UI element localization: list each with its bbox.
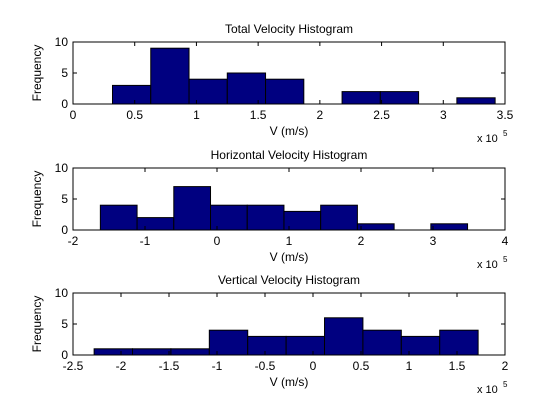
histogram-bar — [320, 204, 358, 231]
x-tick-label: 2 — [502, 359, 509, 373]
x-multiplier-label: x 10 — [477, 384, 498, 396]
x-tick-label: -1 — [212, 359, 223, 373]
histogram-bar — [247, 335, 287, 356]
histogram-bar — [210, 204, 248, 231]
x-multiplier-label: x 10 — [477, 133, 498, 145]
histogram-bar — [188, 78, 228, 105]
chart-title: Vertical Velocity Histogram — [218, 273, 360, 287]
histogram-bar — [456, 97, 496, 105]
x-tick-label: 1.5 — [449, 359, 466, 373]
x-tick-label: 4 — [502, 234, 509, 248]
x-tick-label: -1.5 — [159, 359, 180, 373]
y-tick-label: 10 — [55, 286, 69, 300]
chart-panel-2: -2 -1 0 1 2 3 4 0 5 10 Horizontal Velocity Histogr… — [30, 148, 509, 271]
x-tick-label: -0.5 — [255, 359, 276, 373]
x-tick-label: 0.5 — [126, 108, 143, 122]
chart-panel-3: -2.5 -2 -1.5 -1 -0.5 0 0.5 1 1.5 2 0 5 10 Vertical Ve… — [30, 273, 509, 396]
histogram-bar — [379, 91, 420, 105]
histogram-bar — [226, 72, 267, 105]
chart-title: Total Velocity Histogram — [225, 22, 353, 36]
histogram-bar — [173, 186, 212, 231]
histogram-bar — [362, 329, 402, 356]
y-axis-label: Frequency — [30, 45, 44, 102]
x-tick-label: 0 — [70, 108, 77, 122]
x-exponent-label: 5 — [503, 380, 508, 389]
x-tick-label: 1 — [406, 359, 413, 373]
x-axis-label: V (m/s) — [270, 375, 309, 389]
histogram-bar — [99, 204, 138, 231]
x-tick-label: 2 — [358, 234, 365, 248]
y-tick-label: 0 — [61, 97, 68, 111]
x-tick-label: 3 — [440, 108, 447, 122]
histogram-bar — [356, 223, 395, 231]
x-tick-label: 1 — [193, 108, 200, 122]
y-tick-label: 5 — [61, 66, 68, 80]
histogram-bar — [285, 335, 326, 356]
x-axis-label: V (m/s) — [270, 124, 309, 138]
x-tick-label: -2 — [68, 234, 79, 248]
x-tick-label: -2 — [116, 359, 127, 373]
x-tick-label: 3.5 — [497, 108, 514, 122]
y-tick-label: 5 — [61, 192, 68, 206]
x-exponent-label: 5 — [503, 129, 508, 138]
histogram-bar — [439, 329, 479, 356]
y-tick-label: 0 — [61, 348, 68, 362]
x-tick-label: 0.5 — [353, 359, 370, 373]
y-tick-label: 0 — [61, 223, 68, 237]
histogram-bar — [111, 84, 152, 105]
x-tick-label: -2.5 — [63, 359, 84, 373]
histogram-bar — [170, 348, 210, 356]
histogram-bar — [246, 204, 285, 231]
y-tick-label: 10 — [55, 35, 69, 49]
y-tick-label: 5 — [61, 317, 68, 331]
x-tick-label: 0 — [310, 359, 317, 373]
x-axis-label: V (m/s) — [270, 250, 309, 264]
x-exponent-label: 5 — [503, 255, 508, 264]
histogram-bar — [341, 91, 381, 105]
histogram-bar — [324, 317, 364, 356]
y-axis-label: Frequency — [30, 171, 44, 228]
histogram-bar — [132, 348, 172, 356]
histogram-bar — [430, 223, 469, 231]
x-tick-label: 0 — [214, 234, 221, 248]
histogram-bar — [93, 348, 134, 356]
x-tick-label: 1 — [286, 234, 293, 248]
chart-panel-1: 0 0.5 1 1.5 2 2.5 3 3.5 0 5 10 Total Velocity Histo… — [30, 22, 514, 145]
histogram-bar — [136, 217, 175, 231]
x-tick-label: 3 — [430, 234, 437, 248]
x-tick-label: 2 — [317, 108, 324, 122]
histogram-bar — [265, 78, 305, 105]
y-tick-label: 10 — [55, 161, 69, 175]
x-multiplier-label: x 10 — [477, 259, 498, 271]
histogram-bar — [400, 335, 441, 356]
x-tick-label: -1 — [140, 234, 151, 248]
x-tick-label: 2.5 — [373, 108, 390, 122]
chart-title: Horizontal Velocity Histogram — [211, 148, 368, 162]
x-tick-label: 1.5 — [250, 108, 267, 122]
histogram-bar — [208, 329, 249, 356]
histogram-bar — [150, 47, 190, 105]
y-axis-label: Frequency — [30, 296, 44, 353]
